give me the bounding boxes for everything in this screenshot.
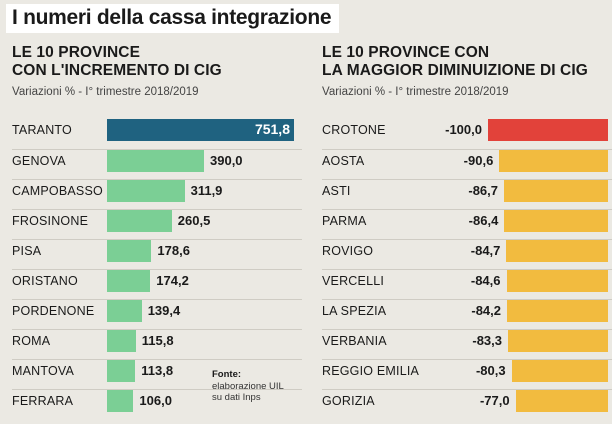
- increase-row: PORDENONE 139,4: [12, 299, 302, 322]
- increase-value-label: 311,9: [190, 183, 223, 198]
- decrease-row: ROVIGO -84,7: [322, 239, 612, 262]
- increase-value-label: 113,8: [141, 363, 174, 378]
- decrease-value-label: -84,2: [471, 303, 501, 318]
- page-title: I numeri della cassa integrazione: [6, 4, 340, 33]
- decrease-bar: [506, 240, 608, 262]
- increase-category-label: FERRARA: [12, 394, 74, 408]
- increase-category-label: GENOVA: [12, 154, 66, 168]
- decrease-bar: [506, 270, 608, 292]
- source-line-2: su dati Inps: [212, 392, 261, 403]
- increase-bar: [107, 300, 142, 322]
- increase-row: PISA 178,6: [12, 239, 302, 262]
- decrease-bar: [504, 180, 608, 202]
- increase-bar: [107, 390, 134, 412]
- increase-row: ROMA 115,8: [12, 329, 302, 352]
- increase-value-label: 178,6: [157, 243, 190, 258]
- increase-value-label: 751,8: [254, 121, 290, 137]
- increase-bar: [107, 360, 136, 382]
- decrease-bar: [488, 119, 608, 141]
- decrease-value-label: -77,0: [479, 393, 510, 408]
- decrease-bar: [507, 300, 608, 322]
- decrease-chart-title: LE 10 PROVINCE CON LA MAGGIOR DIMINUIZIO…: [322, 44, 612, 80]
- increase-value-label: 115,8: [141, 333, 174, 348]
- increase-category-label: CAMPOBASSO: [12, 184, 103, 198]
- decrease-row: AOSTA -90,6: [322, 149, 612, 172]
- decrease-category-label: ASTI: [322, 184, 351, 198]
- increase-title-line-2: CON L'INCREMENTO DI CIG: [12, 62, 222, 79]
- increase-bar: [107, 150, 204, 172]
- increase-chart-title: LE 10 PROVINCE CON L'INCREMENTO DI CIG: [12, 44, 302, 80]
- source-label: Fonte:: [212, 369, 242, 380]
- decrease-row: GORIZIA -77,0: [322, 389, 612, 412]
- increase-chart-subtitle: Variazioni % - I° trimestre 2018/2019: [12, 86, 199, 98]
- increase-value-label: 139,4: [147, 303, 181, 318]
- decrease-value-label: -86,7: [468, 183, 498, 198]
- source-note: Fonte: elaborazione UIL su dati Inps: [212, 369, 284, 404]
- decrease-value-label: -90,6: [463, 153, 494, 168]
- increase-row: MANTOVA 113,8: [12, 359, 302, 382]
- decrease-bar: [499, 150, 608, 172]
- decrease-value-label: -84,7: [470, 243, 501, 258]
- increase-panel-header: LE 10 PROVINCE CON L'INCREMENTO DI CIG V…: [12, 44, 302, 98]
- increase-value-label: 260,5: [177, 213, 211, 228]
- decrease-value-label: -80,3: [475, 363, 506, 378]
- decrease-row: PARMA -86,4: [322, 209, 612, 232]
- decrease-panel-header: LE 10 PROVINCE CON LA MAGGIOR DIMINUIZIO…: [322, 44, 612, 98]
- increase-row: FERRARA 106,0: [12, 389, 302, 412]
- decrease-category-label: CROTONE: [322, 123, 386, 137]
- increase-value-label: 174,2: [156, 273, 189, 288]
- decrease-bar: [504, 210, 608, 232]
- increase-category-label: FROSINONE: [12, 214, 89, 228]
- increase-category-label: ROMA: [12, 334, 51, 348]
- decrease-chart-subtitle: Variazioni % - I° trimestre 2018/2019: [322, 86, 509, 98]
- increase-bar: [107, 180, 185, 202]
- decrease-bar: [511, 360, 608, 382]
- increase-bar: [107, 270, 151, 292]
- decrease-category-label: VERCELLI: [322, 274, 385, 288]
- increase-bar: [107, 119, 294, 141]
- decrease-category-label: VERBANIA: [322, 334, 387, 348]
- increase-bar: [107, 240, 152, 262]
- decrease-category-label: GORIZIA: [322, 394, 375, 408]
- decrease-category-label: LA SPEZIA: [322, 304, 387, 318]
- decrease-title-line-1: LE 10 PROVINCE CON: [322, 44, 490, 61]
- decrease-category-label: ROVIGO: [322, 244, 374, 258]
- decrease-value-label: -84,6: [470, 273, 501, 288]
- decrease-bar: [508, 330, 608, 352]
- increase-value-label: 106,0: [139, 393, 172, 408]
- decrease-category-label: AOSTA: [322, 154, 365, 168]
- increase-row: CAMPOBASSO 311,9: [12, 179, 302, 202]
- decrease-value-label: -83,3: [472, 333, 502, 348]
- increase-category-label: ORISTANO: [12, 274, 78, 288]
- decrease-value-label: -100,0: [445, 122, 482, 137]
- decrease-bar: [515, 390, 608, 412]
- increase-value-label: 390,0: [210, 153, 243, 168]
- decrease-title-line-2: LA MAGGIOR DIMINUIZIONE DI CIG: [322, 62, 588, 79]
- increase-category-label: PORDENONE: [12, 304, 95, 318]
- increase-category-label: MANTOVA: [12, 364, 75, 378]
- increase-row: FROSINONE 260,5: [12, 209, 302, 232]
- decrease-row: LA SPEZIA -84,2: [322, 299, 612, 322]
- decrease-row: REGGIO EMILIA -80,3: [322, 359, 612, 382]
- decrease-category-label: REGGIO EMILIA: [322, 364, 420, 378]
- source-line-1: elaborazione UIL: [212, 380, 284, 392]
- increase-bar: [107, 210, 172, 232]
- increase-category-label: PISA: [12, 244, 42, 258]
- decrease-value-label: -86,4: [468, 213, 499, 228]
- increase-row: GENOVA 390,0: [12, 149, 302, 172]
- increase-title-line-1: LE 10 PROVINCE: [12, 44, 141, 61]
- increase-bar: [107, 330, 136, 352]
- increase-row: TARANTO 751,8: [12, 119, 302, 141]
- increase-category-label: TARANTO: [12, 123, 72, 137]
- decrease-row: CROTONE -100,0: [322, 119, 612, 141]
- decrease-row: VERCELLI -84,6: [322, 269, 612, 292]
- decrease-row: ASTI -86,7: [322, 179, 612, 202]
- increase-row: ORISTANO 174,2: [12, 269, 302, 292]
- decrease-category-label: PARMA: [322, 214, 367, 228]
- decrease-row: VERBANIA -83,3: [322, 329, 612, 352]
